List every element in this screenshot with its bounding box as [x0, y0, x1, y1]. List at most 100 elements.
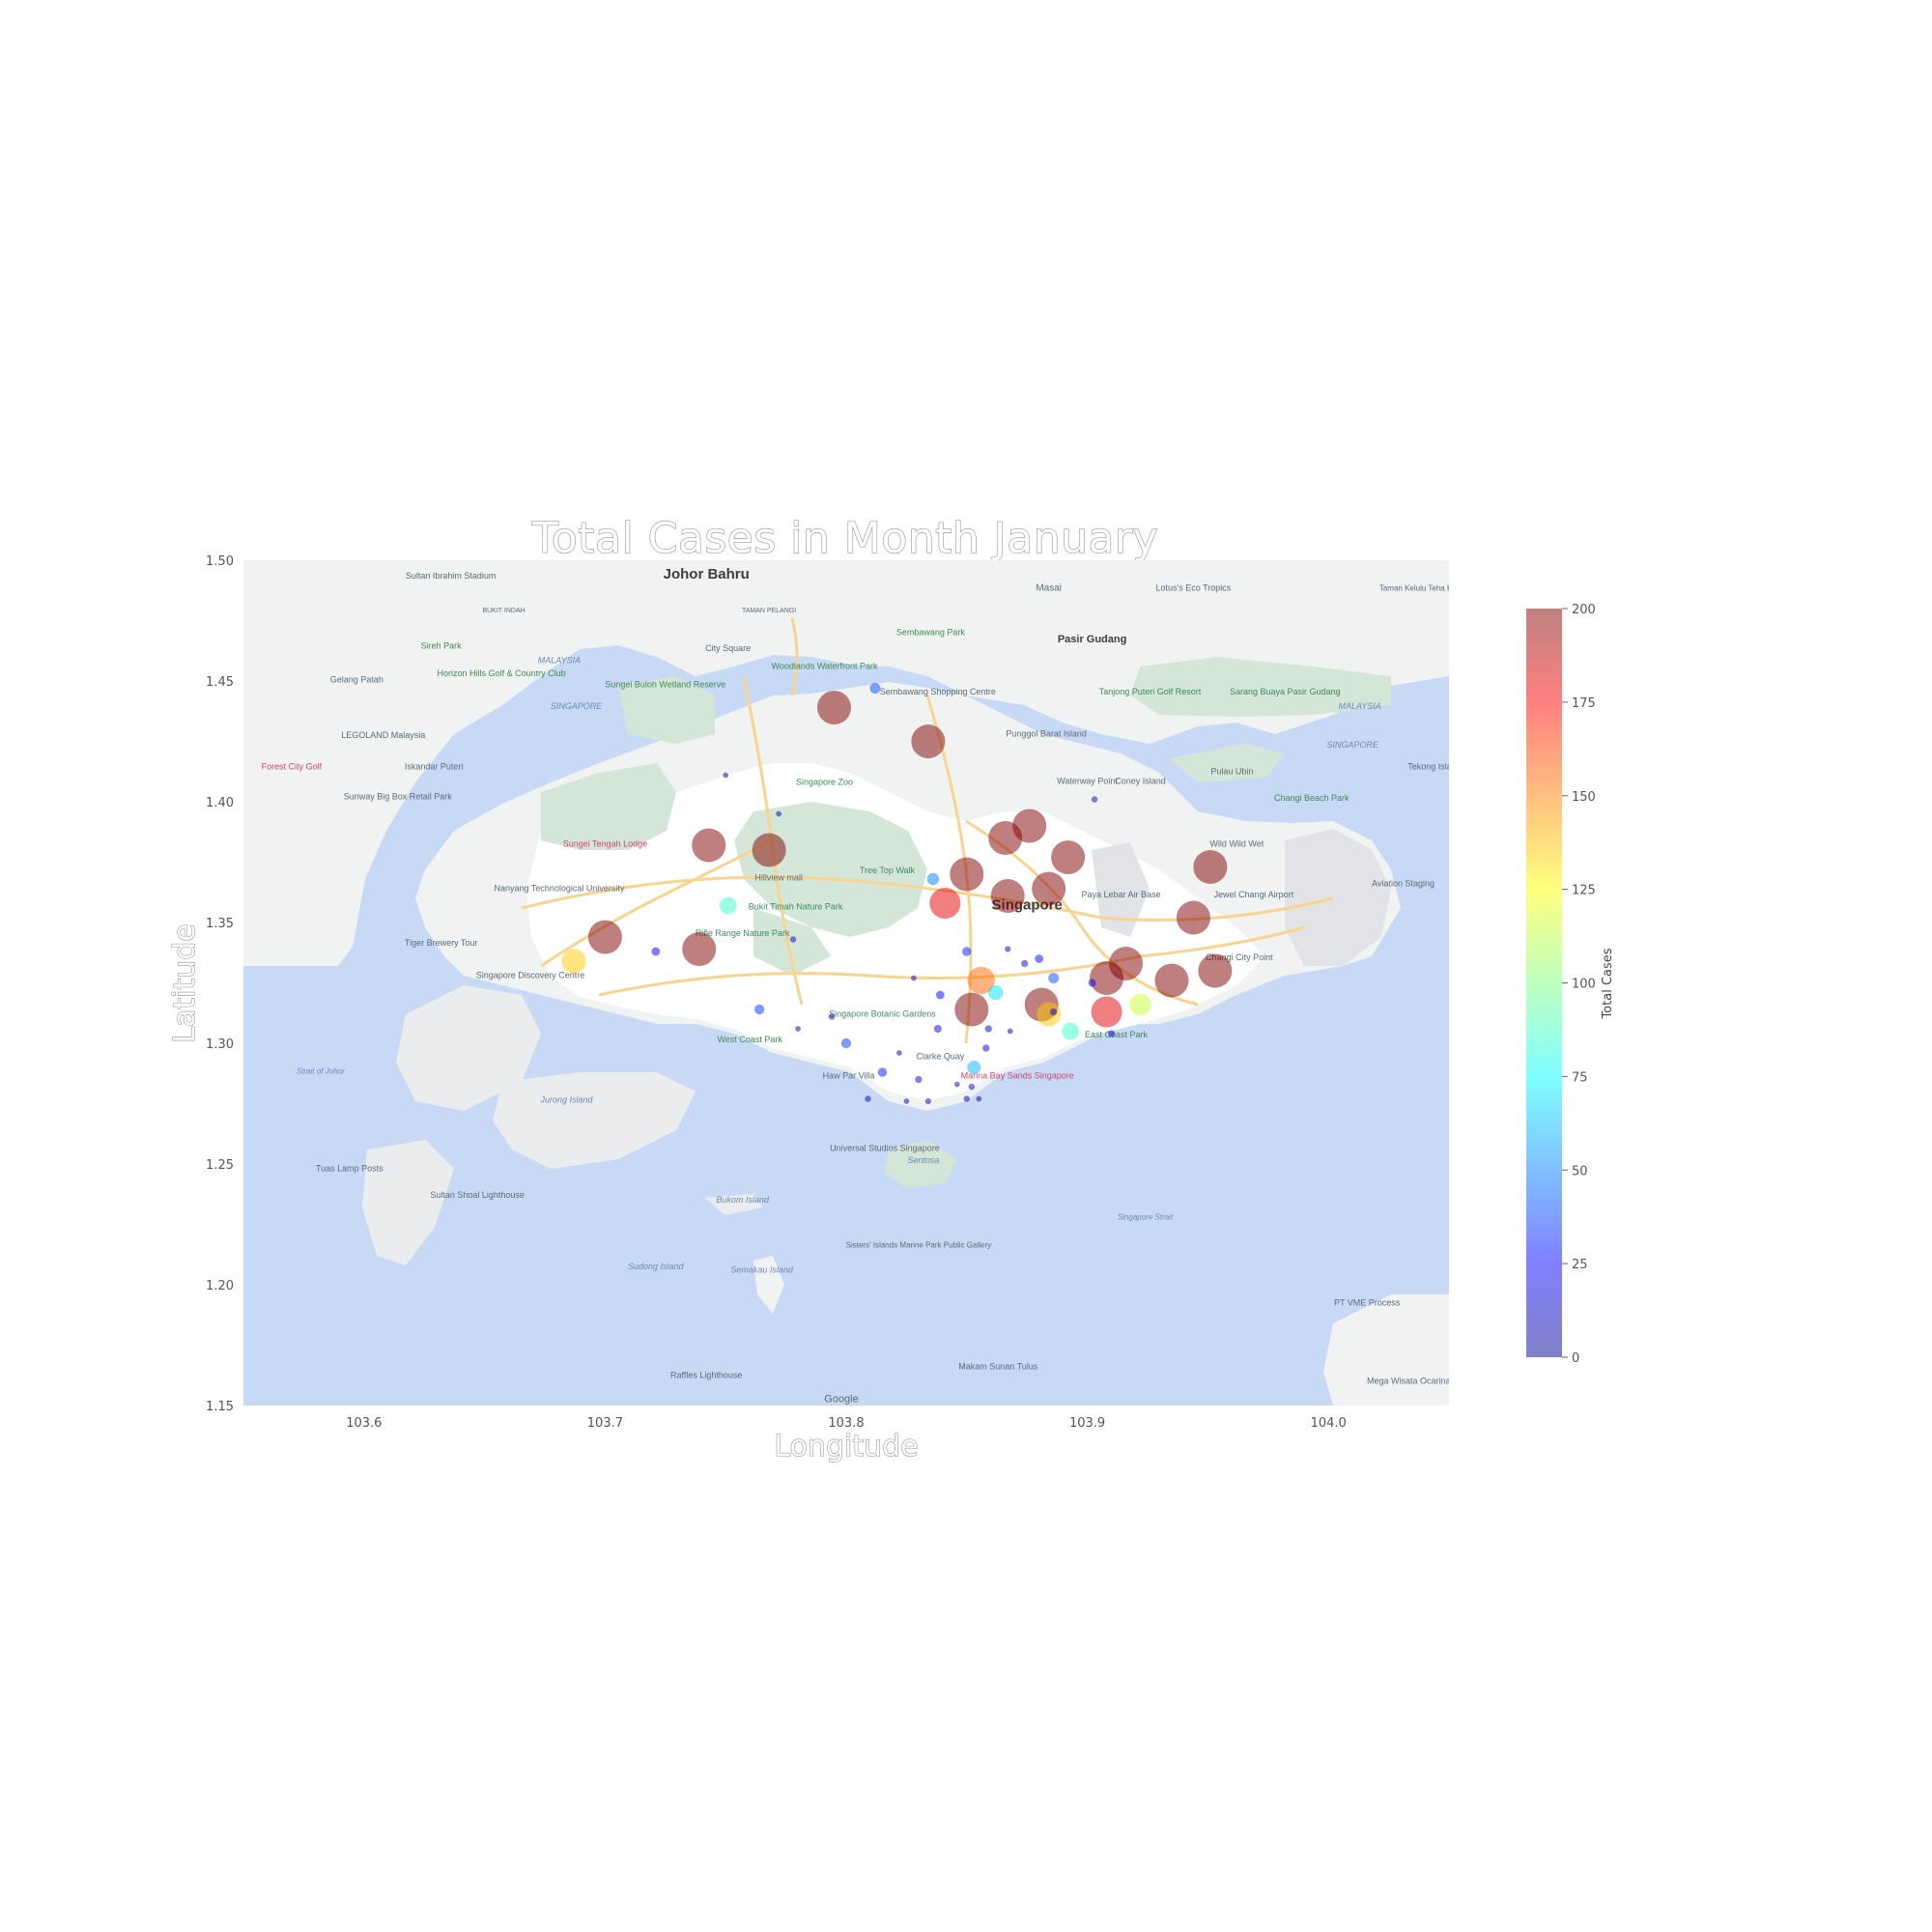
airport-area [1285, 829, 1391, 966]
case-marker [933, 1025, 942, 1033]
case-marker [1021, 959, 1029, 968]
johor-landmass [243, 560, 1449, 966]
map-label: Tanjong Puteri Golf Resort [1099, 687, 1202, 696]
map-label: Iskandar Puteri [405, 761, 464, 771]
map-label: City Square [705, 643, 751, 653]
case-marker [963, 1095, 971, 1102]
case-marker [840, 1037, 852, 1049]
colorbar: 0 25 50 75 100 125 150 175 200 Total Cases [1526, 603, 1615, 1366]
map-label: Pulau Ubin [1210, 766, 1253, 776]
map-label: Wild Wild Wet [1209, 838, 1264, 848]
map-label: Horizon Hills Golf & Country Club [438, 668, 566, 678]
case-marker [723, 772, 729, 779]
case-marker [865, 1095, 871, 1102]
case-marker [1198, 953, 1233, 988]
case-marker [1091, 796, 1098, 803]
colorbar-tick-label: 25 [1572, 1258, 1588, 1272]
y-tick-label: 1.35 [206, 917, 234, 931]
map-label: SINGAPORE [1326, 740, 1379, 750]
map-label: Singapore Zoo [796, 778, 853, 787]
x-tick-label: 103.9 [1069, 1416, 1105, 1431]
case-marker [817, 691, 852, 724]
case-marker [935, 990, 945, 1000]
case-marker [1035, 954, 1044, 963]
case-marker [976, 1095, 982, 1102]
case-marker [651, 947, 661, 956]
case-marker [795, 1026, 801, 1032]
case-marker [950, 857, 984, 892]
map-label: Waterway Point [1057, 776, 1118, 785]
map-label: Masai [1036, 582, 1062, 593]
map-label: TAMAN PELANGI [742, 608, 796, 614]
colorbar-tick-label: 100 [1572, 978, 1596, 992]
case-marker [719, 896, 737, 915]
map-label: Google [824, 1393, 858, 1405]
bukom-island [705, 1194, 763, 1215]
case-marker [776, 810, 781, 817]
map-label: Changi City Point [1206, 952, 1273, 962]
y-tick-label: 1.25 [206, 1158, 234, 1173]
jurong-industrial [396, 985, 541, 1111]
batam-island [1323, 1294, 1449, 1406]
case-marker [1088, 979, 1096, 987]
case-marker [984, 1025, 992, 1033]
map-label: Haw Par Villa [823, 1070, 875, 1080]
case-marker [896, 1050, 902, 1056]
map-label: Singapore Botanic Gardens [829, 1009, 936, 1019]
case-marker [1109, 947, 1144, 980]
park-western-catchment [541, 763, 676, 850]
map-label: Lotus's Eco Tropics [1156, 582, 1232, 592]
map-label: Singapore Discovery Centre [476, 971, 585, 980]
y-tick-label: 1.45 [206, 675, 234, 690]
case-marker [1062, 1022, 1080, 1040]
case-marker [1007, 1028, 1013, 1035]
x-tick-label: 104.0 [1311, 1416, 1347, 1431]
map-label: Sireh Park [421, 640, 463, 650]
colorbar-tick-label: 125 [1572, 884, 1596, 898]
case-marker [1005, 946, 1011, 952]
case-marker [953, 1081, 960, 1088]
case-marker [954, 992, 989, 1027]
colorbar-tick-label: 200 [1572, 603, 1596, 617]
case-marker [692, 828, 726, 863]
map-label: BUKIT INDAH [482, 608, 525, 614]
case-marker [1048, 973, 1060, 983]
y-tick-label: 1.40 [206, 796, 234, 810]
map-label: Singapore Strait [1118, 1213, 1174, 1222]
case-marker [903, 1098, 910, 1104]
map-label: Changi Beach Park [1274, 793, 1350, 803]
park-lim-chu-kang [618, 676, 715, 744]
x-tick-label: 103.7 [587, 1416, 623, 1431]
case-marker [911, 975, 917, 981]
case-marker [967, 966, 995, 995]
x-axis-label: Longitude [774, 1430, 918, 1463]
map-label: Bukom Island [716, 1195, 770, 1205]
map-label: Gelang Patah [330, 674, 384, 684]
colorbar-tick-label: 75 [1572, 1070, 1588, 1085]
map-label: Sunway Big Box Retail Park [344, 792, 453, 802]
y-tick-label: 1.50 [206, 554, 234, 569]
map-label: Tekong Island [1407, 761, 1462, 771]
map-label: MALAYSIA [538, 655, 581, 665]
x-axis-ticks: 103.6 103.7 103.8 103.9 104.0 [346, 1416, 1347, 1431]
map-label: Marina Bay Sands Singapore [961, 1070, 1074, 1080]
map-label: Universal Studios Singapore [830, 1143, 940, 1152]
case-marker [1193, 850, 1228, 884]
case-marker [789, 936, 797, 943]
case-marker [1037, 1002, 1062, 1027]
x-tick-label: 103.8 [828, 1416, 864, 1431]
map-label: SINGAPORE [551, 701, 604, 711]
map-label: Sarang Buaya Pasir Gudang [1230, 687, 1341, 696]
map-label: East Coast Park [1085, 1030, 1149, 1039]
case-marker [990, 879, 1025, 913]
case-marker [754, 1004, 765, 1015]
map-label: Sembawang Park [896, 628, 966, 638]
colorbar-tick-label: 175 [1572, 696, 1596, 711]
map-label: Woodlands Waterfront Park [772, 662, 879, 671]
map-label: Rifle Range Nature Park [696, 928, 790, 938]
case-marker [1154, 963, 1189, 998]
y-tick-label: 1.15 [206, 1400, 234, 1414]
map-label: Sungei Buloh Wetland Reserve [605, 679, 725, 689]
case-marker [1050, 1008, 1058, 1016]
